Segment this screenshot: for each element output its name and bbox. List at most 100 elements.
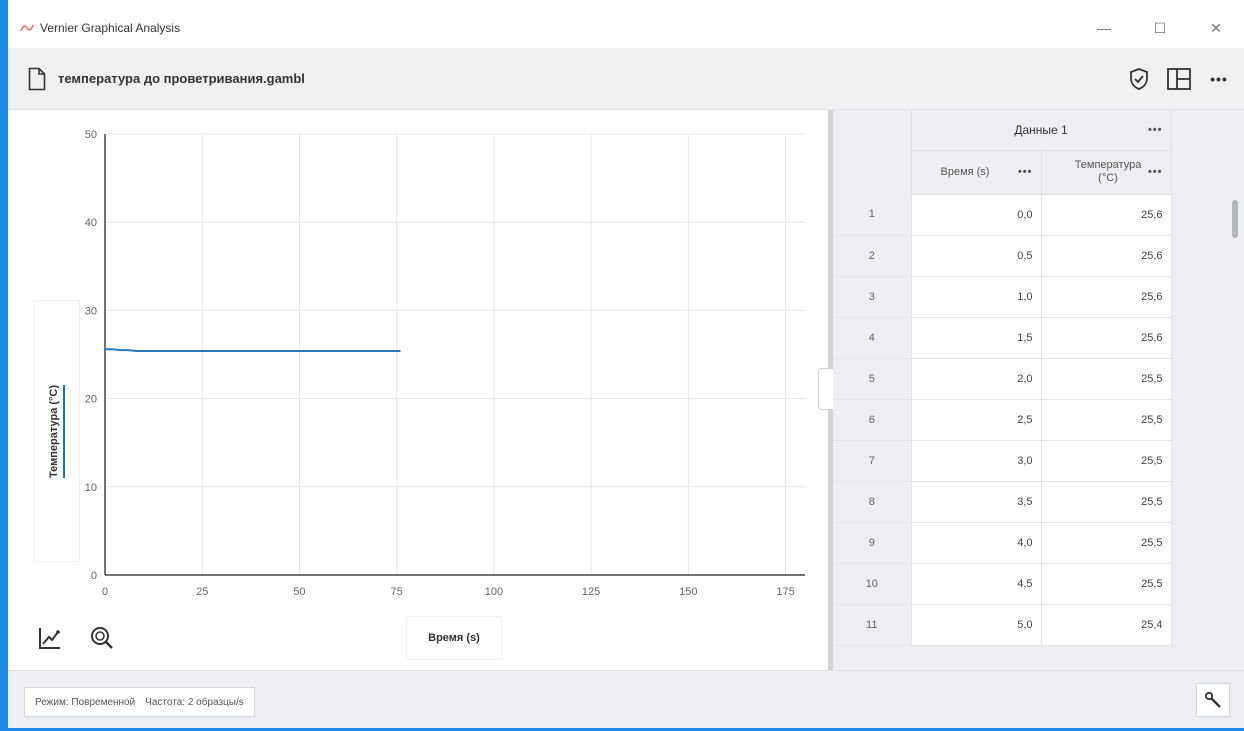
table-row: 2 0,5 25,6	[833, 234, 1172, 277]
table-row: 3 1,0 25,6	[833, 275, 1172, 318]
temperature-cell[interactable]: 25,5	[1040, 480, 1172, 523]
rate-label: Частота: 2 образцы/s	[145, 696, 244, 708]
header-actions: •••	[1122, 48, 1236, 110]
table-body: 1 0,0 25,6 2 0,5 25,6 3 1,0 25,6 4 1,5 25,6 5 2,0 25,5…	[833, 193, 1172, 646]
data-table: Данные 1 ••• Время (s) ••• Температура (…	[833, 110, 1172, 646]
shield-check-icon	[1130, 68, 1148, 90]
x-tick-label: 175	[776, 586, 794, 598]
zoom-icon	[91, 627, 113, 649]
window-controls: — ☐ ✕	[1076, 8, 1244, 48]
temperature-cell[interactable]: 25,5	[1040, 521, 1172, 564]
time-cell[interactable]: 2,5	[910, 398, 1042, 441]
table-row: 7 3,0 25,5	[833, 439, 1172, 482]
table-row: 11 5,0 25,4	[833, 603, 1172, 646]
time-cell[interactable]: 1,0	[910, 275, 1042, 318]
temperature-cell[interactable]: 25,6	[1040, 316, 1172, 359]
y-axis-label-button[interactable]: Температура (°C)	[34, 300, 80, 562]
x-tick-label: 75	[391, 586, 403, 598]
x-tick-label: 100	[485, 586, 503, 598]
row-number[interactable]: 1	[833, 194, 911, 236]
row-number[interactable]: 11	[833, 604, 911, 646]
minimize-button[interactable]: —	[1097, 20, 1111, 36]
x-tick-label: 125	[582, 586, 600, 598]
table-row: 1 0,0 25,6	[833, 193, 1172, 236]
data-table-panel: Данные 1 ••• Время (s) ••• Температура (…	[833, 110, 1244, 670]
close-button[interactable]: ✕	[1210, 19, 1222, 36]
file-header: температура до проветривания.gambl •••	[8, 48, 1244, 110]
temperature-cell[interactable]: 25,6	[1040, 234, 1172, 277]
row-number[interactable]: 6	[833, 399, 911, 441]
temperature-cell[interactable]: 25,4	[1040, 603, 1172, 646]
table-row: 4 1,5 25,6	[833, 316, 1172, 359]
graph-options-icon	[39, 628, 60, 649]
data-set-name: Данные 1	[1014, 122, 1068, 137]
zoom-button[interactable]	[86, 622, 118, 654]
data-set-more-icon[interactable]: •••	[1147, 123, 1163, 136]
x-axis-label: Время (s)	[428, 632, 480, 644]
temperature-cell[interactable]: 25,5	[1040, 357, 1172, 400]
row-number[interactable]: 4	[833, 317, 911, 359]
table-row: 6 2,5 25,5	[833, 398, 1172, 441]
title-bar: Vernier Graphical Analysis — ☐ ✕	[8, 8, 1244, 48]
x-tick-label: 25	[196, 586, 208, 598]
time-cell[interactable]: 4,0	[910, 521, 1042, 564]
status-bar: Режим: Повременной Частота: 2 образцы/s	[8, 670, 1244, 728]
time-cell[interactable]: 3,0	[910, 439, 1042, 482]
time-cell[interactable]: 4,5	[910, 562, 1042, 605]
table-row: 8 3,5 25,5	[833, 480, 1172, 523]
file-name[interactable]: температура до проветривания.gambl	[58, 71, 305, 86]
temperature-cell[interactable]: 25,5	[1040, 398, 1172, 441]
x-axis-label-button[interactable]: Время (s)	[406, 616, 502, 660]
maximize-button[interactable]: ☐	[1153, 19, 1167, 36]
table-row: 5 2,0 25,5	[833, 357, 1172, 400]
data-set-header[interactable]: Данные 1 •••	[910, 110, 1172, 150]
column-label-temperature: Температура (°C)	[1074, 159, 1142, 184]
temperature-cell[interactable]: 25,5	[1040, 439, 1172, 482]
more-options-button[interactable]: •••	[1202, 62, 1236, 96]
collection-settings-button[interactable]: Режим: Повременной Частота: 2 образцы/s	[24, 687, 255, 717]
graph-options-button[interactable]	[34, 622, 66, 654]
temperature-cell[interactable]: 25,5	[1040, 562, 1172, 605]
sensor-tool-button[interactable]	[1196, 683, 1230, 717]
window-title: Vernier Graphical Analysis	[40, 21, 181, 35]
window-bottom-border	[8, 728, 1244, 731]
y-tick-label: 20	[85, 394, 97, 406]
line-chart[interactable]: 0 25 50 75 100 125 150 175 0 10 20 30 40 50	[8, 110, 828, 610]
x-tick-label: 0	[102, 586, 108, 598]
probe-icon	[1204, 691, 1221, 708]
graph-panel[interactable]: 0 25 50 75 100 125 150 175 0 10 20 30 40 50 Температу…	[8, 110, 828, 670]
time-cell[interactable]: 5,0	[910, 603, 1042, 646]
column-more-icon[interactable]: •••	[1147, 166, 1163, 178]
layout-button[interactable]	[1162, 62, 1196, 96]
row-number[interactable]: 5	[833, 358, 911, 400]
time-cell[interactable]: 0,0	[910, 193, 1042, 236]
row-number[interactable]: 9	[833, 522, 911, 564]
row-number[interactable]: 7	[833, 440, 911, 482]
layout-icon	[1167, 68, 1191, 90]
table-row: 9 4,0 25,5	[833, 521, 1172, 564]
y-tick-label: 40	[85, 217, 97, 229]
time-cell[interactable]: 0,5	[910, 234, 1042, 277]
x-tick-label: 50	[293, 586, 305, 598]
temperature-series-line	[105, 348, 401, 352]
window-accent-border	[0, 0, 8, 731]
shield-check-button[interactable]	[1122, 62, 1156, 96]
file-icon[interactable]	[28, 67, 46, 91]
temperature-cell[interactable]: 25,6	[1040, 275, 1172, 318]
time-cell[interactable]: 3,5	[910, 480, 1042, 523]
app-logo-icon	[20, 24, 34, 32]
time-cell[interactable]: 1,5	[910, 316, 1042, 359]
table-scrollbar[interactable]	[1232, 200, 1238, 238]
time-cell[interactable]: 2,0	[910, 357, 1042, 400]
column-more-icon[interactable]: •••	[1017, 166, 1033, 178]
row-number[interactable]: 2	[833, 235, 911, 277]
y-tick-label: 30	[85, 305, 97, 317]
row-number[interactable]: 8	[833, 481, 911, 523]
column-header-temperature[interactable]: Температура (°C) •••	[1040, 149, 1172, 195]
column-header-time[interactable]: Время (s) •••	[910, 149, 1042, 195]
row-number[interactable]: 3	[833, 276, 911, 318]
temperature-cell[interactable]: 25,6	[1040, 193, 1172, 236]
row-number[interactable]: 10	[833, 563, 911, 605]
y-tick-label: 0	[91, 570, 97, 582]
